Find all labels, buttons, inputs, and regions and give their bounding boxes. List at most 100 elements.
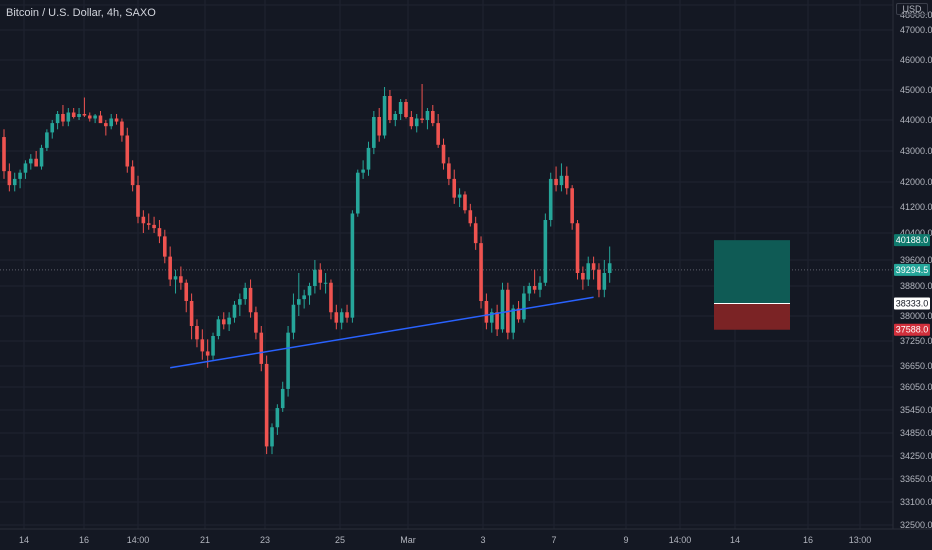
candle — [163, 229, 167, 264]
candle — [205, 339, 210, 368]
candle — [329, 279, 333, 320]
y-tick-label: 42000.0 — [900, 177, 932, 187]
x-axis[interactable]: 14 16 14:00 21 23 25 Mar 3 7 9 14:00 14 16 13:00 — [19, 535, 871, 545]
candle — [425, 108, 430, 130]
candle-body — [286, 332, 290, 389]
candle-body — [607, 263, 612, 273]
candle-body — [216, 319, 221, 336]
candle — [280, 381, 285, 412]
candle — [388, 90, 392, 124]
candle-body — [393, 114, 398, 120]
x-tick-label: 13:00 — [849, 535, 872, 545]
candle — [607, 246, 612, 283]
candle — [179, 266, 183, 290]
candle — [55, 111, 60, 130]
candle — [211, 332, 215, 360]
candle — [495, 304, 499, 336]
candle — [98, 111, 103, 124]
candle-body — [66, 112, 71, 122]
x-tick-label: 3 — [480, 535, 485, 545]
candle-body — [602, 273, 607, 290]
price-marker-box — [894, 263, 930, 276]
candle — [307, 282, 312, 305]
candle — [436, 114, 440, 148]
candle-body — [388, 96, 392, 120]
candle-body — [436, 123, 440, 145]
candle — [463, 191, 467, 214]
x-tick-label: 16 — [79, 535, 89, 545]
candle — [82, 97, 87, 117]
y-tick-label: 33650.0 — [900, 474, 932, 484]
candle — [238, 293, 242, 316]
candle — [125, 127, 130, 173]
currency-label[interactable]: USD — [896, 3, 928, 15]
candle-body — [168, 256, 172, 280]
y-tick-label: 36650.0 — [900, 361, 932, 371]
x-tick-label: 14 — [19, 535, 29, 545]
trendline-layer[interactable] — [170, 296, 594, 369]
candle — [146, 213, 151, 230]
candle — [457, 188, 462, 207]
candle — [361, 160, 365, 179]
candle-body — [264, 363, 269, 447]
candle — [232, 301, 237, 323]
candle — [243, 282, 247, 305]
candle — [200, 329, 205, 360]
candle-body — [195, 326, 199, 340]
candle-body — [597, 269, 601, 290]
candle — [575, 220, 580, 280]
candle-body — [184, 282, 189, 301]
price-marker-stop: 37588.0 — [894, 323, 930, 336]
candle-body — [366, 147, 371, 170]
candle-body — [361, 169, 365, 173]
candle — [404, 99, 408, 119]
candle — [548, 172, 553, 227]
candle — [221, 312, 226, 330]
candle-body — [259, 332, 264, 364]
candle — [323, 273, 328, 294]
candle-body — [447, 163, 451, 179]
candle — [189, 293, 194, 340]
candle-body — [527, 286, 532, 294]
candle-body — [516, 308, 521, 320]
y-tick-label: 33100.0 — [900, 497, 932, 507]
candle — [66, 108, 71, 127]
support-trendline[interactable] — [170, 296, 594, 369]
candle — [318, 263, 323, 290]
candle-body — [125, 135, 130, 167]
candle-body — [452, 178, 457, 198]
y-tick-label: 35450.0 — [900, 405, 932, 415]
candle — [489, 308, 494, 333]
loss-zone[interactable] — [714, 303, 790, 330]
candle — [216, 316, 221, 340]
price-marker-target: 40188.0 — [894, 234, 930, 247]
candle — [18, 169, 22, 189]
profit-zone[interactable] — [714, 240, 790, 304]
candle-body — [189, 301, 194, 326]
candle-body — [463, 194, 467, 211]
candle — [420, 84, 424, 124]
candle — [366, 141, 371, 176]
price-marker-entry: 38333.0 — [894, 297, 930, 310]
candle — [120, 118, 124, 142]
candle — [93, 114, 97, 124]
candle-body — [163, 236, 167, 257]
price-marker-box — [894, 234, 930, 247]
x-tick-label: 7 — [551, 535, 556, 545]
candle — [87, 112, 92, 122]
candle — [275, 404, 280, 435]
x-tick-label: 9 — [623, 535, 628, 545]
candle-body — [334, 312, 339, 323]
y-axis[interactable]: 47000.0 46000.0 45000.0 44000.0 43000.0 42000… — [900, 10, 932, 530]
candle-body — [404, 102, 408, 117]
candle-body — [538, 282, 542, 290]
candle-body — [270, 427, 274, 447]
position-zones[interactable] — [714, 240, 790, 330]
candle-body — [130, 166, 135, 186]
candle-body — [275, 408, 280, 428]
candle — [291, 293, 296, 340]
candle — [152, 216, 156, 233]
candle-body — [559, 175, 564, 186]
